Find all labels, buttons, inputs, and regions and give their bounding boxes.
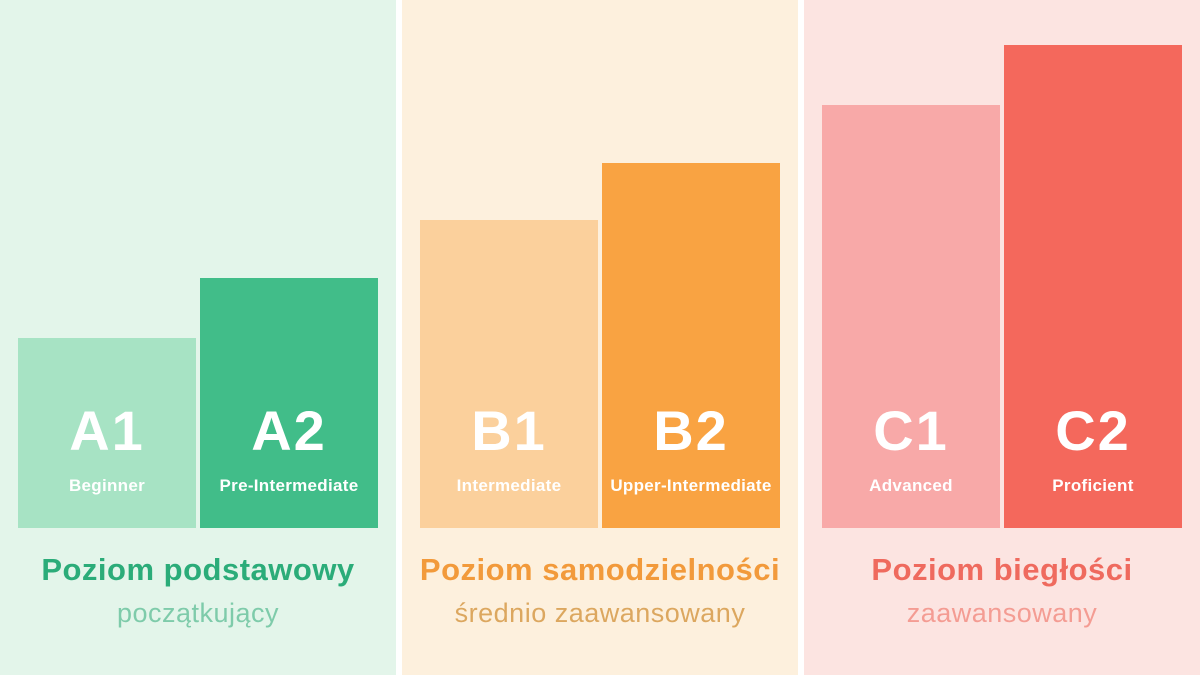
bar-b2: B2 Upper-Intermediate bbox=[602, 163, 780, 528]
bar-group-proficient: C1 Advanced C2 Proficient bbox=[804, 0, 1200, 528]
panel-subtitle-proficient: zaawansowany bbox=[906, 598, 1098, 628]
panel-independent-level: B1 Intermediate B2 Upper-Intermediate Po… bbox=[402, 0, 798, 675]
level-label-b2: B2 bbox=[653, 399, 729, 463]
caption-proficient: Poziom biegłości zaawansowany bbox=[804, 552, 1200, 629]
level-sublabel-c1: Advanced bbox=[869, 476, 953, 496]
bar-a2: A2 Pre-Intermediate bbox=[200, 278, 378, 528]
level-label-c2: C2 bbox=[1055, 399, 1131, 463]
bar-a1: A1 Beginner bbox=[18, 338, 196, 528]
level-sublabel-c2: Proficient bbox=[1052, 476, 1134, 496]
level-sublabel-b2: Upper-Intermediate bbox=[610, 476, 772, 496]
level-sublabel-b1: Intermediate bbox=[456, 476, 562, 496]
level-sublabel-a1: Beginner bbox=[68, 476, 146, 496]
panel-subtitle-independent: średnio zaawansowany bbox=[454, 598, 746, 628]
level-label-c1: C1 bbox=[873, 399, 949, 463]
panel-title-basic: Poziom podstawowy bbox=[41, 552, 355, 587]
level-label-a2: A2 bbox=[251, 399, 327, 463]
panel-subtitle-basic: początkujący bbox=[116, 598, 280, 628]
level-label-a1: A1 bbox=[69, 399, 145, 463]
caption-basic: Poziom podstawowy początkujący bbox=[0, 552, 396, 629]
panel-proficient-level: C1 Advanced C2 Proficient Poziom biegłoś… bbox=[804, 0, 1200, 675]
bar-b1: B1 Intermediate bbox=[420, 220, 598, 528]
panel-basic-level: A1 Beginner A2 Pre-Intermediate Poziom p… bbox=[0, 0, 396, 675]
level-label-b1: B1 bbox=[471, 399, 547, 463]
panel-title-independent: Poziom samodzielności bbox=[419, 552, 781, 587]
bar-c1: C1 Advanced bbox=[822, 105, 1000, 528]
bar-group-independent: B1 Intermediate B2 Upper-Intermediate bbox=[402, 0, 798, 528]
bar-c2: C2 Proficient bbox=[1004, 45, 1182, 528]
level-sublabel-a2: Pre-Intermediate bbox=[219, 476, 359, 496]
caption-independent: Poziom samodzielności średnio zaawansowa… bbox=[402, 552, 798, 629]
panel-title-proficient: Poziom biegłości bbox=[871, 552, 1133, 587]
bar-group-basic: A1 Beginner A2 Pre-Intermediate bbox=[0, 0, 396, 528]
